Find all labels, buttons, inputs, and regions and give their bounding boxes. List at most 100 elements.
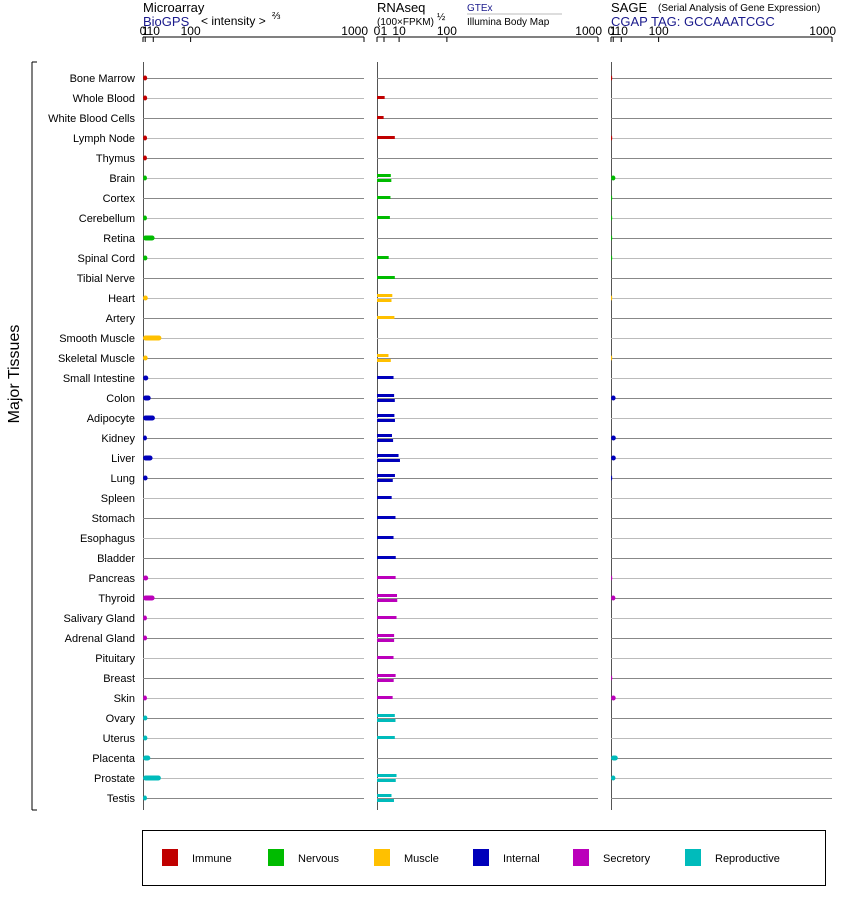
bar-microarray-34-0 xyxy=(143,755,151,761)
bar-sage-3-0 xyxy=(611,135,613,141)
bar-rnaseq-28-1 xyxy=(377,639,395,642)
bar-sage-31-0 xyxy=(611,695,616,701)
bar-rnaseq-28-0 xyxy=(377,634,395,637)
bar-microarray-28-0 xyxy=(143,635,148,641)
x-tick-label-microarray-1: 1 xyxy=(142,24,149,38)
tissue-label-35: Prostate xyxy=(94,773,135,785)
bar-rnaseq-25-0 xyxy=(377,576,396,579)
bar-rnaseq-18-1 xyxy=(377,439,394,442)
tissue-label-7: Cerebellum xyxy=(79,213,135,225)
bar-sage-18-0 xyxy=(611,435,616,441)
tissue-label-21: Spleen xyxy=(101,493,135,505)
bar-rnaseq-14-1 xyxy=(377,359,391,362)
bar-microarray-20-0 xyxy=(143,475,148,481)
bar-rnaseq-32-0 xyxy=(377,714,395,717)
tissue-label-18: Kidney xyxy=(101,433,135,445)
tissue-label-25: Pancreas xyxy=(89,573,136,585)
bar-microarray-31-0 xyxy=(143,695,147,701)
x-tick-label-sage-1: 1 xyxy=(610,24,617,38)
legend-label-3: Internal xyxy=(503,853,540,865)
tissue-label-19: Liver xyxy=(111,453,135,465)
tissue-label-33: Uterus xyxy=(103,733,136,745)
tissue-label-2: White Blood Cells xyxy=(48,113,135,125)
bar-sage-9-0 xyxy=(611,255,613,261)
bar-rnaseq-31-0 xyxy=(377,696,393,699)
bar-rnaseq-36-1 xyxy=(377,799,394,802)
bar-rnaseq-2-0 xyxy=(377,116,384,119)
tissue-label-10: Tibial Nerve xyxy=(77,273,135,285)
bar-microarray-3-0 xyxy=(143,135,148,141)
bar-rnaseq-11-0 xyxy=(377,294,393,297)
bar-rnaseq-24-0 xyxy=(377,556,396,559)
bar-rnaseq-33-0 xyxy=(377,736,395,739)
x-tick-label-rnaseq-1: 1 xyxy=(381,24,388,38)
legend-swatch-3 xyxy=(473,849,489,866)
tissue-label-29: Pituitary xyxy=(95,653,135,665)
tissue-label-36: Testis xyxy=(107,793,136,805)
panel-unit-intensity: < intensity > xyxy=(201,14,266,28)
bar-sage-30-0 xyxy=(611,675,613,681)
bar-microarray-25-0 xyxy=(143,575,149,581)
x-tick-label-rnaseq-4: 1000 xyxy=(575,24,602,38)
bar-rnaseq-30-0 xyxy=(377,674,396,677)
bar-rnaseq-17-1 xyxy=(377,419,395,422)
bar-sage-8-0 xyxy=(611,235,613,241)
bar-rnaseq-36-0 xyxy=(377,794,392,797)
bar-microarray-36-0 xyxy=(143,795,147,801)
bar-microarray-13-0 xyxy=(143,335,162,341)
bar-rnaseq-9-0 xyxy=(377,256,389,259)
bar-rnaseq-30-1 xyxy=(377,679,394,682)
tissue-label-12: Artery xyxy=(106,313,136,325)
legend-box xyxy=(142,830,826,886)
panel-unit-fpkm-exponent: ½ xyxy=(437,12,446,23)
panel-subtitle-sage: (Serial Analysis of Gene Expression) xyxy=(658,3,820,14)
tissue-label-20: Lung xyxy=(111,473,135,485)
bar-microarray-7-0 xyxy=(143,215,147,221)
bar-sage-25-0 xyxy=(611,575,613,581)
tissue-label-27: Salivary Gland xyxy=(63,613,135,625)
bar-microarray-8-0 xyxy=(143,235,155,241)
tissue-label-5: Brain xyxy=(109,173,135,185)
bar-rnaseq-3-0 xyxy=(377,136,395,139)
x-tick-label-rnaseq-3: 100 xyxy=(437,24,457,38)
panel-source-gtex: GTEx xyxy=(467,3,493,14)
tissue-label-14: Skeletal Muscle xyxy=(58,353,135,365)
bar-rnaseq-35-0 xyxy=(377,774,397,777)
panel-title-sage: SAGE xyxy=(611,0,647,15)
bar-rnaseq-6-0 xyxy=(377,196,391,199)
panel-title-microarray: Microarray xyxy=(143,0,205,15)
bar-sage-11-0 xyxy=(611,295,613,301)
legend-label-2: Muscle xyxy=(404,853,439,865)
bar-rnaseq-22-0 xyxy=(377,516,396,519)
panel-unit-fpkm: (100×FPKM) xyxy=(377,17,434,28)
tissue-label-28: Adrenal Gland xyxy=(65,633,135,645)
bar-rnaseq-1-0 xyxy=(377,96,385,99)
bar-microarray-16-0 xyxy=(143,395,151,401)
tissue-label-17: Adipocyte xyxy=(87,413,135,425)
bar-rnaseq-20-0 xyxy=(377,474,395,477)
bar-microarray-14-0 xyxy=(143,355,148,361)
tissue-label-34: Placenta xyxy=(92,753,136,765)
bar-rnaseq-15-0 xyxy=(377,376,394,379)
bar-rnaseq-18-0 xyxy=(377,434,392,437)
tissue-label-0: Bone Marrow xyxy=(70,73,135,85)
bar-rnaseq-23-0 xyxy=(377,536,394,539)
x-tick-label-microarray-3: 100 xyxy=(181,24,201,38)
tissue-label-23: Esophagus xyxy=(80,533,136,545)
tissue-label-9: Spinal Cord xyxy=(78,253,135,265)
tissue-label-3: Lymph Node xyxy=(73,133,135,145)
tissue-label-13: Smooth Muscle xyxy=(59,333,135,345)
bar-rnaseq-26-1 xyxy=(377,599,398,602)
tissue-label-26: Thyroid xyxy=(98,593,135,605)
bar-rnaseq-20-1 xyxy=(377,479,393,482)
x-tick-label-sage-0: 0 xyxy=(608,24,615,38)
bar-sage-14-0 xyxy=(611,355,613,361)
x-tick-label-microarray-4: 1000 xyxy=(341,24,368,38)
y-axis-label: Major Tissues xyxy=(6,325,23,424)
x-tick-label-rnaseq-2: 10 xyxy=(392,24,406,38)
legend-swatch-1 xyxy=(268,849,284,866)
tissue-label-8: Retina xyxy=(103,233,136,245)
legend-label-5: Reproductive xyxy=(715,853,780,865)
